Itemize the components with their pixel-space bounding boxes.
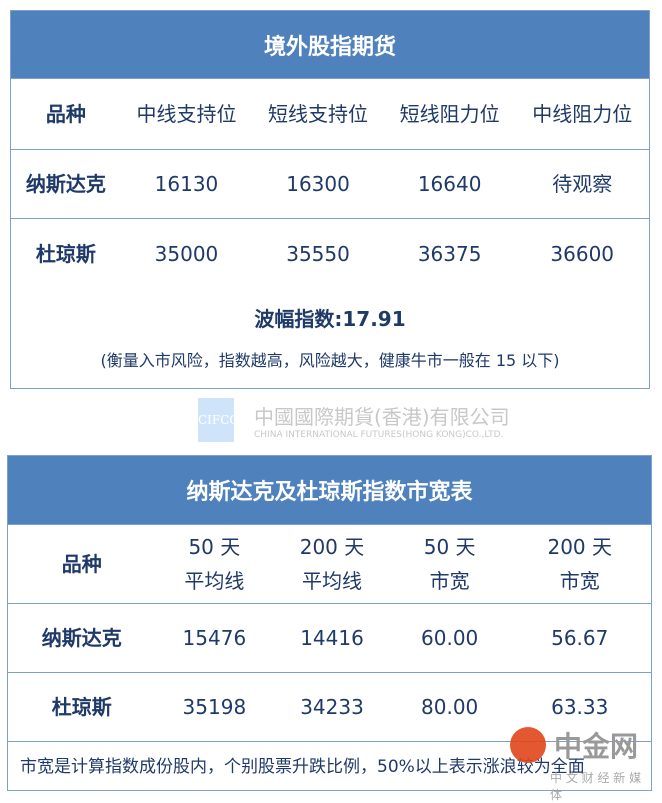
table-cell: 16640 xyxy=(417,172,482,196)
column-header: 50 天市宽 xyxy=(423,535,476,593)
column-header: 200 天市宽 xyxy=(547,535,613,593)
column-header: 中线阻力位 xyxy=(532,102,633,126)
table-row: 杜琼斯 35198 34233 80.00 63.33 xyxy=(8,673,651,742)
table-header-row: 品种 50 天平均线 200 天平均线 50 天市宽 200 天市宽 xyxy=(8,525,651,604)
column-header: 200 天平均线 xyxy=(299,535,365,593)
cifco-logo: CIFCO 中國國際期貨(香港)有限公司 CHINA INTERNATIONAL… xyxy=(198,398,510,442)
watermark-logo: 中金网 中 文 财 经 新 媒 体 xyxy=(510,725,650,802)
table-cell: 16130 xyxy=(154,172,219,196)
table-cell: 15476 xyxy=(182,626,247,650)
table-cell: 35198 xyxy=(182,695,247,719)
column-header: 短线支持位 xyxy=(268,102,369,126)
table-row: 杜琼斯 35000 35550 36375 36600 xyxy=(11,219,649,288)
table-cell: 36600 xyxy=(550,241,615,266)
column-header: 品种 xyxy=(45,102,86,126)
volatility-note: (衡量入市风险，指数越高，风险越大，健康牛市一般在 15 以下) xyxy=(100,350,560,370)
table-cell: 16300 xyxy=(286,172,350,196)
column-header: 短线阻力位 xyxy=(399,102,500,126)
table-cell: 56.67 xyxy=(551,626,609,650)
row-label: 杜琼斯 xyxy=(35,241,96,266)
table-row: 纳斯达克 15476 14416 60.00 56.67 xyxy=(8,604,651,673)
table-cell: 待观察 xyxy=(552,172,613,196)
table-title: 境外股指期货 xyxy=(11,11,649,79)
table-row: 纳斯达克 16130 16300 16640 待观察 xyxy=(11,150,649,219)
table-cell: 35550 xyxy=(286,241,350,266)
futures-table: 境外股指期货 品种 中线支持位 短线支持位 短线阻力位 中线阻力位 纳斯达克 16130 1… xyxy=(10,10,650,389)
breadth-note: 市宽是计算指数成份股内，个别股票升跌比例，50%以上表示涨浪较为全面 xyxy=(20,757,585,777)
market-breadth-table: 纳斯达克及杜琼斯指数市宽表 品种 50 天平均线 200 天平均线 50 天市宽 200… xyxy=(7,455,652,791)
table-cell: 63.33 xyxy=(551,695,609,719)
row-label: 纳斯达克 xyxy=(25,172,106,196)
table-cell: 36375 xyxy=(417,241,482,266)
table-cell: 34233 xyxy=(300,695,364,719)
row-label: 杜琼斯 xyxy=(51,695,112,719)
column-header: 中线支持位 xyxy=(136,102,237,126)
table-cell: 14416 xyxy=(300,626,364,650)
table-cell: 60.00 xyxy=(421,626,479,650)
column-header: 50 天平均线 xyxy=(184,535,245,593)
table-cell: 80.00 xyxy=(421,695,479,719)
column-header: 品种 xyxy=(61,552,102,576)
table-header-row: 品种 中线支持位 短线支持位 短线阻力位 中线阻力位 xyxy=(11,79,649,150)
volatility-index: 波幅指数:17.91 xyxy=(254,306,406,331)
table-title: 纳斯达克及杜琼斯指数市宽表 xyxy=(8,456,651,525)
table-cell: 35000 xyxy=(154,241,219,266)
row-label: 纳斯达克 xyxy=(41,626,122,650)
